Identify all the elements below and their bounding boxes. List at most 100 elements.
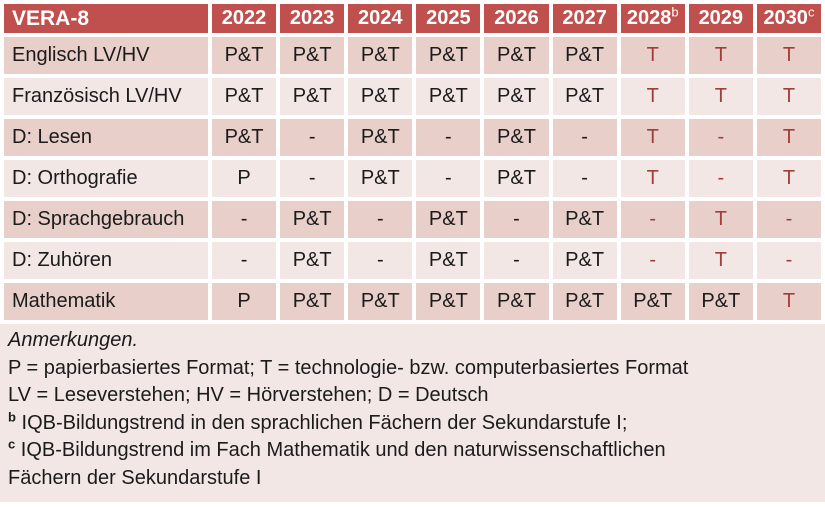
footnote-c: c IQB-Bildungstrend im Fach Mathematik u… <box>8 437 725 492</box>
format-cell: P&T <box>348 37 413 74</box>
format-cell: T <box>620 119 685 156</box>
table-title-cell: VERA-8 <box>4 4 208 33</box>
year-label: 2029 <box>698 7 744 29</box>
format-cell: - <box>212 201 277 238</box>
format-cell: P&T <box>280 242 345 279</box>
year-label: 2022 <box>221 7 267 29</box>
format-cell: - <box>620 242 685 279</box>
note-format-legend: P = papierbasiertes Format; T = technolo… <box>8 356 689 379</box>
format-cell: P <box>212 283 277 320</box>
table-header: VERA-8 2022 2023 2024 2025 2026 2027 202… <box>4 4 821 33</box>
format-cell: P&T <box>552 201 617 238</box>
table-row: D: Zuhören - P&T - P&T - P&T - T - <box>4 242 821 279</box>
notes-heading: Anmerkungen. <box>8 329 139 351</box>
footnote-c-marker: c <box>8 436 16 452</box>
format-cell: P&T <box>416 201 481 238</box>
year-label: 2026 <box>494 7 539 29</box>
format-cell: P&T <box>212 119 277 156</box>
format-cell: T <box>756 160 821 197</box>
table-row: D: Lesen P&T - P&T - P&T - T - T <box>4 119 821 156</box>
format-cell: T <box>620 37 685 74</box>
header-row: VERA-8 2022 2023 2024 2025 2026 2027 202… <box>4 4 821 33</box>
year-header-2030: 2030c <box>756 4 821 33</box>
format-cell: - <box>620 201 685 238</box>
row-label: D: Orthografie <box>4 160 208 197</box>
format-cell: P&T <box>348 119 413 156</box>
year-header-2028: 2028b <box>620 4 685 33</box>
format-cell: P&T <box>416 78 481 115</box>
year-label: 2030 <box>763 7 808 29</box>
table-row: Französisch LV/HV P&T P&T P&T P&T P&T P&T T T T <box>4 78 821 115</box>
format-cell: P&T <box>348 78 413 115</box>
format-cell: P&T <box>280 283 345 320</box>
format-cell: P&T <box>416 37 481 74</box>
year-header-2024: 2024 <box>348 4 413 33</box>
format-cell: T <box>620 78 685 115</box>
format-cell: - <box>688 119 753 156</box>
year-header-2025: 2025 <box>416 4 481 33</box>
year-label: 2028 <box>626 7 672 29</box>
note-abbreviation-legend: LV = Leseverstehen; HV = Hörverstehen; D… <box>8 384 489 406</box>
format-cell: - <box>688 160 753 197</box>
format-cell: - <box>212 242 277 279</box>
format-cell: - <box>348 242 413 279</box>
format-cell: - <box>552 160 617 197</box>
format-cell: P&T <box>416 283 481 320</box>
format-cell: - <box>280 119 345 156</box>
format-cell: P&T <box>552 283 617 320</box>
footnote-b: b IQB-Bildungstrend in den sprachlichen … <box>8 410 725 438</box>
format-cell: T <box>688 242 753 279</box>
format-cell: P&T <box>212 37 277 74</box>
row-label: Französisch LV/HV <box>4 78 208 115</box>
format-cell: - <box>756 201 821 238</box>
year-header-2027: 2027 <box>552 4 617 33</box>
format-cell: P&T <box>280 37 345 74</box>
format-cell: P&T <box>348 283 413 320</box>
vera8-table: VERA-8 2022 2023 2024 2025 2026 2027 202… <box>4 4 821 320</box>
format-cell: P&T <box>212 78 277 115</box>
format-cell: - <box>416 119 481 156</box>
row-label: Mathematik <box>4 283 208 320</box>
year-label: 2024 <box>358 7 403 29</box>
format-cell: P&T <box>484 119 549 156</box>
footnote-b-marker: b <box>8 408 16 424</box>
format-cell: P&T <box>552 37 617 74</box>
format-cell: P&T <box>552 242 617 279</box>
format-cell: P&T <box>280 201 345 238</box>
footnote-c-text: IQB-Bildungstrend im Fach Mathematik und… <box>8 439 666 489</box>
table-row: Mathematik P P&T P&T P&T P&T P&T P&T P&T T <box>4 283 821 320</box>
format-cell: P&T <box>688 283 753 320</box>
format-cell: T <box>688 201 753 238</box>
format-cell: T <box>688 37 753 74</box>
format-cell: T <box>756 283 821 320</box>
year-header-2023: 2023 <box>280 4 345 33</box>
format-cell: P&T <box>484 37 549 74</box>
format-cell: - <box>484 201 549 238</box>
format-cell: P&T <box>484 78 549 115</box>
notes-section: Anmerkungen. P = papierbasiertes Format;… <box>0 324 825 502</box>
year-header-2029: 2029 <box>688 4 753 33</box>
format-cell: T <box>756 78 821 115</box>
format-cell: T <box>756 119 821 156</box>
table-row: D: Orthografie P - P&T - P&T - T - T <box>4 160 821 197</box>
table-body: Englisch LV/HV P&T P&T P&T P&T P&T P&T T T T Franz… <box>4 37 821 320</box>
row-label: D: Lesen <box>4 119 208 156</box>
format-cell: - <box>348 201 413 238</box>
format-cell: T <box>620 160 685 197</box>
year-label: 2027 <box>562 7 607 29</box>
footnote-b-text: IQB-Bildungstrend in den sprachlichen Fä… <box>21 411 628 434</box>
year-superscript: b <box>671 4 679 20</box>
year-superscript: c <box>807 4 815 20</box>
row-label: D: Sprachgebrauch <box>4 201 208 238</box>
format-cell: P&T <box>552 78 617 115</box>
table-row: Englisch LV/HV P&T P&T P&T P&T P&T P&T T T T <box>4 37 821 74</box>
format-cell: - <box>484 242 549 279</box>
format-cell: P&T <box>620 283 685 320</box>
format-cell: - <box>756 242 821 279</box>
format-cell: - <box>280 160 345 197</box>
row-label: D: Zuhören <box>4 242 208 279</box>
format-cell: P&T <box>348 160 413 197</box>
format-cell: - <box>416 160 481 197</box>
year-header-2022: 2022 <box>212 4 277 33</box>
